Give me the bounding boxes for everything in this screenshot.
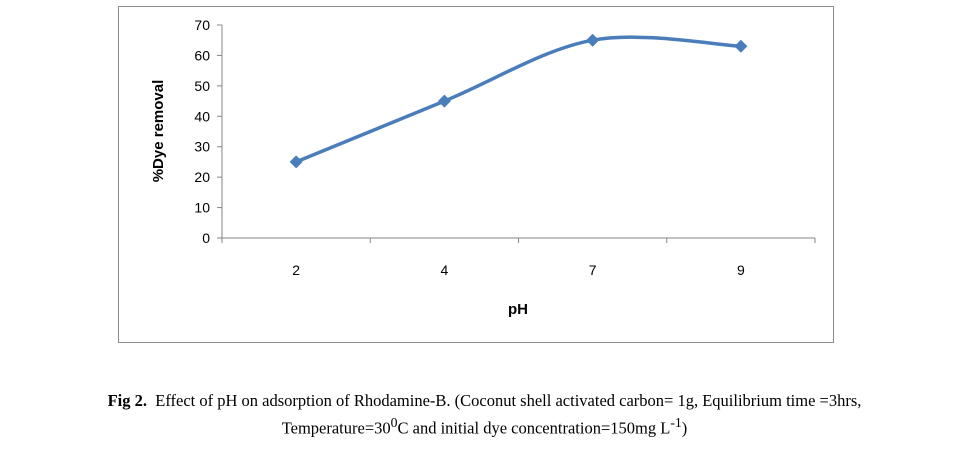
caption-text-1: Effect of pH on adsorption of Rhodamine-… [155,391,862,410]
caption-text-2c: ) [681,418,688,438]
x-tick-labels: 2 4 7 9 [292,262,745,278]
caption-line-1: Fig 2. Effect of pH on adsorption of Rho… [0,390,969,412]
caption-text-2b: C and initial dye concentration=150mg L [397,418,671,438]
y-tick-label: 20 [194,169,210,185]
caption-superscript-1: 0 [390,415,398,430]
y-tick-label: 50 [194,78,210,94]
y-tick-label: 30 [194,139,210,155]
data-series [289,33,748,169]
caption-line-2: Temperature=300C and initial dye concent… [0,412,969,440]
data-point-marker [437,94,451,108]
data-point-marker [734,39,748,53]
chart-area [118,6,834,343]
x-tick-label: 9 [737,262,745,278]
x-tick-label: 2 [292,262,300,278]
y-tick-label: 70 [194,17,210,33]
figure-caption: Fig 2. Effect of pH on adsorption of Rho… [0,390,969,440]
x-tick-label: 7 [589,262,597,278]
y-tick-label: 0 [202,230,210,246]
line-chart: 0 10 20 30 40 50 60 70 2 4 7 9 %Dye removal pH [150,17,816,318]
data-point-marker [289,155,303,169]
caption-text-2a: Temperature=30 [281,418,391,438]
y-tick-label: 10 [194,200,210,216]
x-axis-title: pH [508,301,528,318]
figure-label: Fig 2. [107,391,148,410]
series-line [295,35,741,164]
x-tick-label: 4 [440,262,448,278]
y-tick-label: 60 [194,47,210,63]
caption-superscript-2: -1 [670,415,682,430]
y-tick-labels: 0 10 20 30 40 50 60 70 [194,17,210,246]
data-point-marker [586,33,600,47]
y-tick-label: 40 [194,108,210,124]
chart-axes [217,24,816,243]
y-axis-title: %Dye removal [150,80,167,183]
